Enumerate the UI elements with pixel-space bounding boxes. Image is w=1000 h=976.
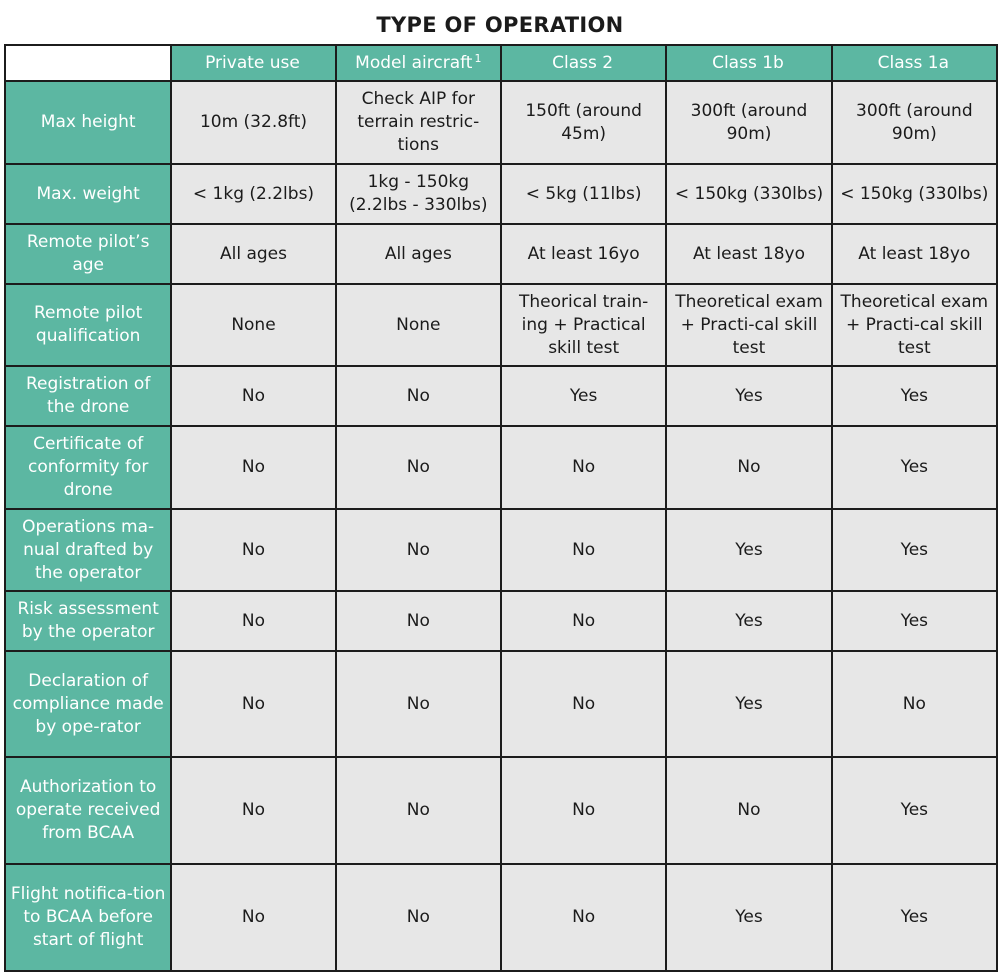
table-cell: No [170,365,337,427]
table-cell: At least 18yo [830,223,999,285]
table-cell: Check AIP for terrain restric-tions [334,80,502,165]
table-cell: No [499,756,668,865]
table-cell: Yes [830,425,999,510]
table-cell: No [334,650,502,758]
row-header-remote-pilot-qualification: Remote pilot qualification [3,283,173,367]
table-cell: Yes [499,365,668,427]
table-cell: < 1kg (2.2lbs) [170,163,337,225]
table-title: TYPE OF OPERATION [376,13,624,37]
table-cell: Theoretical exam + Practi-cal skill test [665,283,833,367]
table-cell: Yes [665,590,833,652]
footnote-marker: 1 [474,51,482,65]
table-cell: No [830,650,999,758]
table-cell: < 150kg (330lbs) [665,163,833,225]
table-row-certificate-of-conformity: Certificate of conformity for drone No No N… [3,425,999,510]
column-header-class-1a: Class 1a [830,44,999,82]
row-header-operations-manual: Operations ma-nual drafted by the operat… [3,508,173,592]
table-cell: No [334,425,502,510]
table-row-registration-of-drone: Registration of the drone No No Yes Yes Yes [3,365,999,427]
row-header-flight-notification: Flight notifica-tion to BCAA before star… [3,863,173,972]
table-cell: 300ft (around 90m) [830,80,999,165]
table-cell: 150ft (around 45m) [499,80,668,165]
table-cell: No [499,425,668,510]
table-cell: No [334,756,502,865]
table-cell: 300ft (around 90m) [665,80,833,165]
table-cell: Yes [830,508,999,592]
row-header-authorization-to-operate: Authorization to operate received from B… [3,756,173,865]
table-cell: No [170,756,337,865]
table-cell: No [170,863,337,972]
table-cell: No [334,590,502,652]
table-cell: At least 16yo [499,223,668,285]
table-cell: 1kg - 150kg (2.2lbs - 330lbs) [334,163,502,225]
table-cell: Theoretical exam + Practi-cal skill test [830,283,999,367]
table-cell: No [334,508,502,592]
table-row-max-weight: Max. weight < 1kg (2.2lbs) 1kg - 150kg (2.… [3,163,999,225]
table-row-authorization-to-operate: Authorization to operate received from B… [3,756,999,865]
row-header-registration-of-drone: Registration of the drone [3,365,173,427]
row-header-declaration-of-compliance: Declaration of compliance made by ope-ra… [3,650,173,758]
table-cell: Yes [665,863,833,972]
column-header-class-2: Class 2 [499,44,668,82]
table-cell: All ages [170,223,337,285]
table-row-remote-pilot-age: Remote pilot’s age All ages All ages At lea… [3,223,999,285]
table-cell: All ages [334,223,502,285]
table-cell: Yes [830,365,999,427]
table-cell: No [499,863,668,972]
table-cell: No [334,863,502,972]
row-header-certificate-of-conformity: Certificate of conformity for drone [3,425,173,510]
table-cell: No [499,650,668,758]
table-cell: At least 18yo [665,223,833,285]
table-cell: 10m (32.8ft) [170,80,337,165]
table-cell: No [170,650,337,758]
table-cell: No [170,590,337,652]
table-cell: No [170,425,337,510]
table-cell: Yes [665,508,833,592]
table-cell: No [665,425,833,510]
operation-table: Private use Model aircraft 1 Class 2 Clas… [3,44,999,972]
table-cell: No [499,508,668,592]
column-header-row: Private use Model aircraft 1 Class 2 Clas… [3,44,999,82]
table-cell: < 150kg (330lbs) [830,163,999,225]
table-cell: None [170,283,337,367]
table-cell: No [665,756,833,865]
row-header-remote-pilot-age: Remote pilot’s age [3,223,173,285]
table-cell: Yes [830,863,999,972]
table-cell: Yes [830,590,999,652]
table-cell: None [334,283,502,367]
table-row-max-height: Max height 10m (32.8ft) Check AIP for terr… [3,80,999,165]
table-cell: < 5kg (11lbs) [499,163,668,225]
row-header-max-weight: Max. weight [3,163,173,225]
table-cell: Yes [830,756,999,865]
table-cell: No [499,590,668,652]
table-cell: No [334,365,502,427]
table-cell: Yes [665,365,833,427]
table-cell: Theorical train-ing + Practical skill te… [499,283,668,367]
table-row-operations-manual: Operations ma-nual drafted by the operat… [3,508,999,592]
row-header-max-height: Max height [3,80,173,165]
column-header-class-1b: Class 1b [665,44,833,82]
table-row-risk-assessment: Risk assessment by the operator No No No Yes… [3,590,999,652]
table-row-declaration-of-compliance: Declaration of compliance made by ope-ra… [3,650,999,758]
header-corner [3,44,173,82]
table-row-remote-pilot-qualification: Remote pilot qualification None None Theori… [3,283,999,367]
row-header-risk-assessment: Risk assessment by the operator [3,590,173,652]
table-cell: Yes [665,650,833,758]
table-row-flight-notification: Flight notifica-tion to BCAA before star… [3,863,999,972]
table-cell: No [170,508,337,592]
column-header-private-use: Private use [170,44,337,82]
column-header-model-aircraft: Model aircraft 1 [334,44,502,82]
